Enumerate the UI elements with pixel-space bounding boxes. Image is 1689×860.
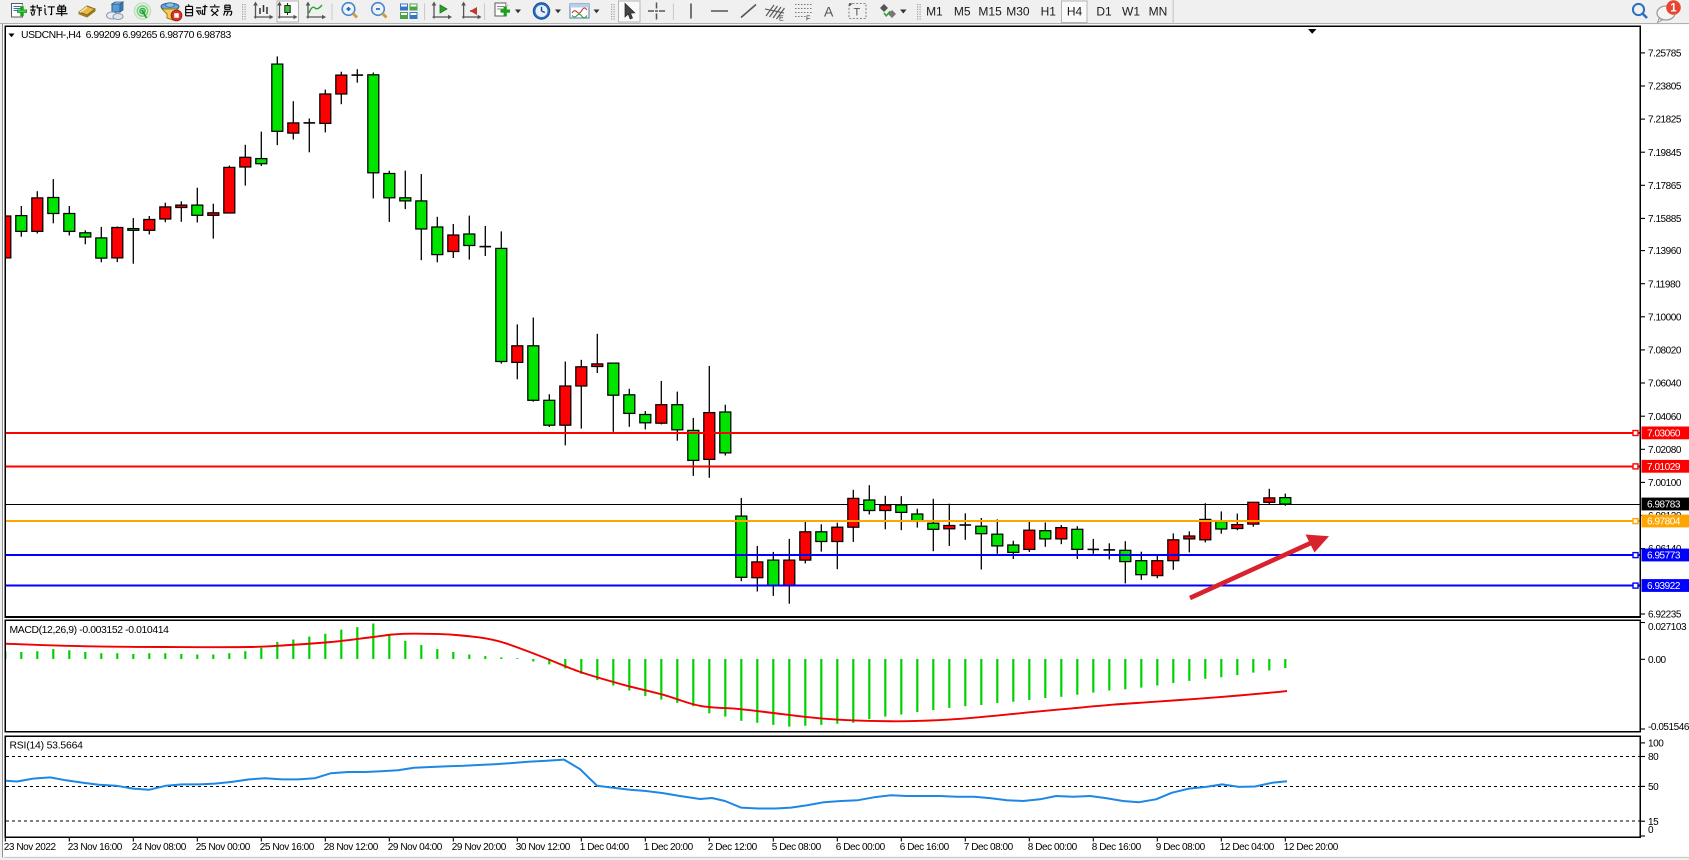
svg-text:28 Nov 12:00: 28 Nov 12:00 (324, 842, 379, 853)
svg-text:7.25785: 7.25785 (1648, 49, 1682, 60)
svg-text:8 Dec 00:00: 8 Dec 00:00 (1028, 842, 1078, 853)
svg-text:25 Nov 00:00: 25 Nov 00:00 (196, 842, 251, 853)
svg-text:12 Dec 20:00: 12 Dec 20:00 (1284, 842, 1339, 853)
svg-text:24 Nov 08:00: 24 Nov 08:00 (132, 842, 187, 853)
svg-text:7.08020: 7.08020 (1648, 346, 1682, 357)
svg-text:7.01029: 7.01029 (1647, 462, 1681, 473)
svg-text:29 Nov 04:00: 29 Nov 04:00 (388, 842, 443, 853)
svg-text:7.17865: 7.17865 (1648, 181, 1682, 192)
svg-text:A: A (824, 4, 834, 20)
svg-text:2 Dec 12:00: 2 Dec 12:00 (708, 842, 758, 853)
svg-text:6 Dec 00:00: 6 Dec 00:00 (836, 842, 886, 853)
svg-text:M30: M30 (1006, 5, 1030, 19)
svg-text:7.00100: 7.00100 (1648, 478, 1682, 489)
svg-text:0.00: 0.00 (1648, 655, 1667, 666)
svg-text:8 Dec 16:00: 8 Dec 16:00 (1092, 842, 1142, 853)
svg-text:7.04060: 7.04060 (1648, 412, 1682, 423)
svg-text:23 Nov 2022: 23 Nov 2022 (4, 842, 57, 853)
svg-text:7.02080: 7.02080 (1648, 445, 1682, 456)
svg-text:7.21825: 7.21825 (1648, 115, 1682, 126)
svg-text:7.03060: 7.03060 (1647, 429, 1681, 440)
svg-text:M1: M1 (926, 5, 943, 19)
svg-text:50: 50 (1648, 782, 1659, 793)
svg-text:1 Dec 20:00: 1 Dec 20:00 (644, 842, 694, 853)
svg-text:6.97804: 6.97804 (1647, 517, 1681, 528)
svg-text:25 Nov 16:00: 25 Nov 16:00 (260, 842, 315, 853)
svg-text:0.027103: 0.027103 (1648, 622, 1687, 633)
svg-text:7.23805: 7.23805 (1648, 82, 1682, 93)
svg-text:6.92235: 6.92235 (1648, 610, 1682, 621)
svg-text:80: 80 (1648, 752, 1659, 763)
svg-text:7.13960: 7.13960 (1648, 246, 1682, 257)
svg-text:23 Nov 16:00: 23 Nov 16:00 (68, 842, 123, 853)
svg-text:7 Dec 08:00: 7 Dec 08:00 (964, 842, 1014, 853)
svg-text:USDCNH-,H4 6.99209 6.99265 6.: USDCNH-,H4 6.99209 6.99265 6.98770 6.987… (21, 30, 231, 41)
svg-text:1: 1 (1670, 3, 1677, 15)
svg-text:100: 100 (1648, 739, 1664, 750)
svg-text:MN: MN (1149, 5, 1168, 19)
svg-text:H4: H4 (1067, 5, 1083, 19)
svg-text:29 Nov 20:00: 29 Nov 20:00 (452, 842, 507, 853)
svg-text:M5: M5 (954, 5, 971, 19)
svg-text:0: 0 (1648, 825, 1654, 836)
svg-text:7.06040: 7.06040 (1648, 379, 1682, 390)
svg-text:6.95773: 6.95773 (1647, 551, 1681, 562)
svg-text:-0.051546: -0.051546 (1648, 722, 1689, 733)
svg-text:5 Dec 08:00: 5 Dec 08:00 (772, 842, 822, 853)
svg-text:12 Dec 04:00: 12 Dec 04:00 (1220, 842, 1275, 853)
svg-text:F: F (806, 16, 810, 23)
svg-text:1 Dec 04:00: 1 Dec 04:00 (580, 842, 630, 853)
svg-text:7.10000: 7.10000 (1648, 312, 1682, 323)
svg-text:9 Dec 08:00: 9 Dec 08:00 (1156, 842, 1206, 853)
svg-text:6.93922: 6.93922 (1647, 581, 1681, 592)
svg-text:15: 15 (1648, 817, 1659, 828)
svg-text:W1: W1 (1122, 5, 1140, 19)
svg-text:RSI(14) 53.5664: RSI(14) 53.5664 (10, 741, 84, 752)
svg-text:6.98783: 6.98783 (1647, 500, 1681, 511)
svg-text:7.11980: 7.11980 (1648, 279, 1681, 290)
svg-text:30 Nov 12:00: 30 Nov 12:00 (516, 842, 571, 853)
svg-text:T: T (854, 7, 861, 19)
svg-text:7.15885: 7.15885 (1648, 214, 1682, 225)
svg-text:MACD(12,26,9) -0.003152 -0.010: MACD(12,26,9) -0.003152 -0.010414 (10, 625, 170, 636)
svg-text:H1: H1 (1041, 5, 1057, 19)
svg-text:7.19845: 7.19845 (1648, 148, 1682, 159)
svg-text:6 Dec 16:00: 6 Dec 16:00 (900, 842, 950, 853)
svg-text:E: E (779, 16, 784, 23)
svg-text:D1: D1 (1096, 5, 1112, 19)
svg-text:M15: M15 (978, 5, 1002, 19)
